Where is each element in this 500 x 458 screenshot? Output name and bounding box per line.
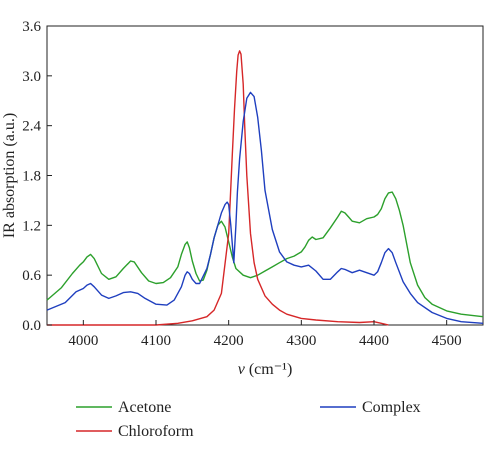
y-axis-label: IR absorption (a.u.) — [1, 113, 18, 238]
series-line-acetone — [46, 191, 484, 318]
x-axis-ticks: 4000 4100 4200 4300 4400 4500 — [68, 320, 462, 349]
x-tick-label: 4000 — [68, 333, 98, 349]
legend-label-complex: Complex — [362, 399, 421, 416]
plot-frame — [46, 25, 484, 326]
x-tick-label: 4200 — [214, 333, 244, 349]
x-tick-label: 4100 — [141, 333, 171, 349]
y-tick-label: 1.8 — [22, 169, 41, 185]
series-line-chloroform — [47, 50, 389, 326]
x-tick-label: 4300 — [286, 333, 316, 349]
x-axis-label: ν (cm⁻¹) — [238, 361, 293, 378]
x-axis-unit: (cm⁻¹) — [245, 361, 292, 378]
y-tick-label: 3.6 — [22, 19, 41, 35]
legend-label-acetone: Acetone — [118, 399, 171, 416]
legend: Acetone Chloroform Complex — [76, 399, 421, 440]
y-axis-ticks: 0.0 0.6 1.2 1.8 2.4 3.0 3.6 — [22, 19, 52, 334]
legend-label-chloroform: Chloroform — [118, 423, 194, 440]
y-tick-label: 3.0 — [22, 69, 41, 85]
x-tick-label: 4500 — [432, 333, 462, 349]
y-tick-label: 2.4 — [22, 119, 41, 135]
x-tick-label: 4400 — [359, 333, 389, 349]
y-tick-label: 1.2 — [22, 218, 41, 234]
series-line-complex — [46, 91, 484, 324]
y-tick-label: 0.6 — [22, 268, 41, 284]
series-lines — [46, 50, 484, 326]
plot-area: 4000 4100 4200 4300 4400 4500 0.0 0.6 1.2 1.8 2.4… — [22, 19, 484, 349]
x-axis-symbol: ν — [238, 361, 246, 378]
y-tick-label: 0.0 — [22, 318, 41, 334]
